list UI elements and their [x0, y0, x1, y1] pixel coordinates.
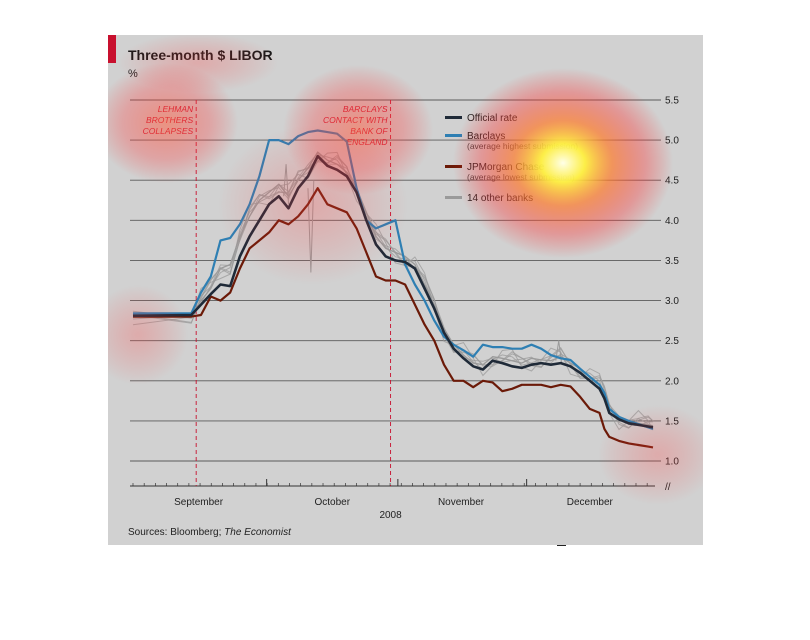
legend-label-others: 14 other banks — [467, 193, 533, 204]
event-label: BARCLAYS — [343, 104, 388, 114]
source-publication: The Economist — [224, 527, 291, 538]
chart-figure: Three-month $ LIBOR % 5.5 5.0 4.5 4.0 3.5 3.0… — [108, 35, 703, 545]
series-line-other-bank — [132, 154, 654, 429]
event-label: COLLAPSES — [143, 126, 194, 136]
y-tick-label: 5.5 — [665, 96, 679, 107]
y-tick-label: 1.0 — [665, 457, 679, 468]
text-cursor-mark — [557, 545, 566, 546]
x-tick-label: September — [174, 497, 224, 508]
y-tick-label: 2.5 — [665, 336, 679, 347]
source-prefix: Sources: Bloomberg; — [128, 527, 225, 538]
legend-label-official: Official rate — [467, 113, 518, 124]
series-line-official — [132, 154, 654, 429]
event-label: ENGLAND — [346, 137, 387, 147]
series-line-other-bank — [132, 154, 654, 429]
series-line-other-bank — [132, 152, 654, 427]
x-year-label: 2008 — [379, 510, 402, 521]
x-tick-label: November — [438, 497, 485, 508]
brand-bar — [108, 35, 116, 63]
y-tick-label: 5.0 — [665, 136, 679, 147]
event-label: LEHMAN — [158, 104, 194, 114]
y-tick-label: 3.5 — [665, 256, 679, 267]
x-tick-label: December — [567, 497, 614, 508]
y-tick-label: 4.5 — [665, 176, 679, 187]
y-tick-label: 4.0 — [665, 216, 679, 227]
axis-break-icon: // — [665, 482, 671, 493]
event-label: BROTHERS — [146, 115, 194, 125]
series-line-others — [133, 151, 654, 427]
chart-svg: 5.5 5.0 4.5 4.0 3.5 3.0 2.5 2.0 1.5 1.0 September O… — [130, 96, 679, 521]
y-tick-label: 3.0 — [665, 296, 679, 307]
series-line-other-bank — [132, 151, 654, 431]
y-tick-label: 2.0 — [665, 376, 679, 387]
event-label: CONTACT WITH — [323, 115, 388, 125]
source-note: Sources: Bloomberg; The Economist — [128, 527, 291, 538]
y-tick-label: 1.5 — [665, 416, 679, 427]
event-label: BANK OF — [350, 126, 388, 136]
series-spike — [555, 340, 563, 364]
x-tick-label: October — [314, 497, 350, 508]
legend-sublabel-jpmorgan: (average lowest submission) — [467, 172, 575, 182]
series-line-jpmorgan — [133, 187, 654, 449]
legend-sublabel-barclays: (average highest submission) — [467, 141, 578, 151]
